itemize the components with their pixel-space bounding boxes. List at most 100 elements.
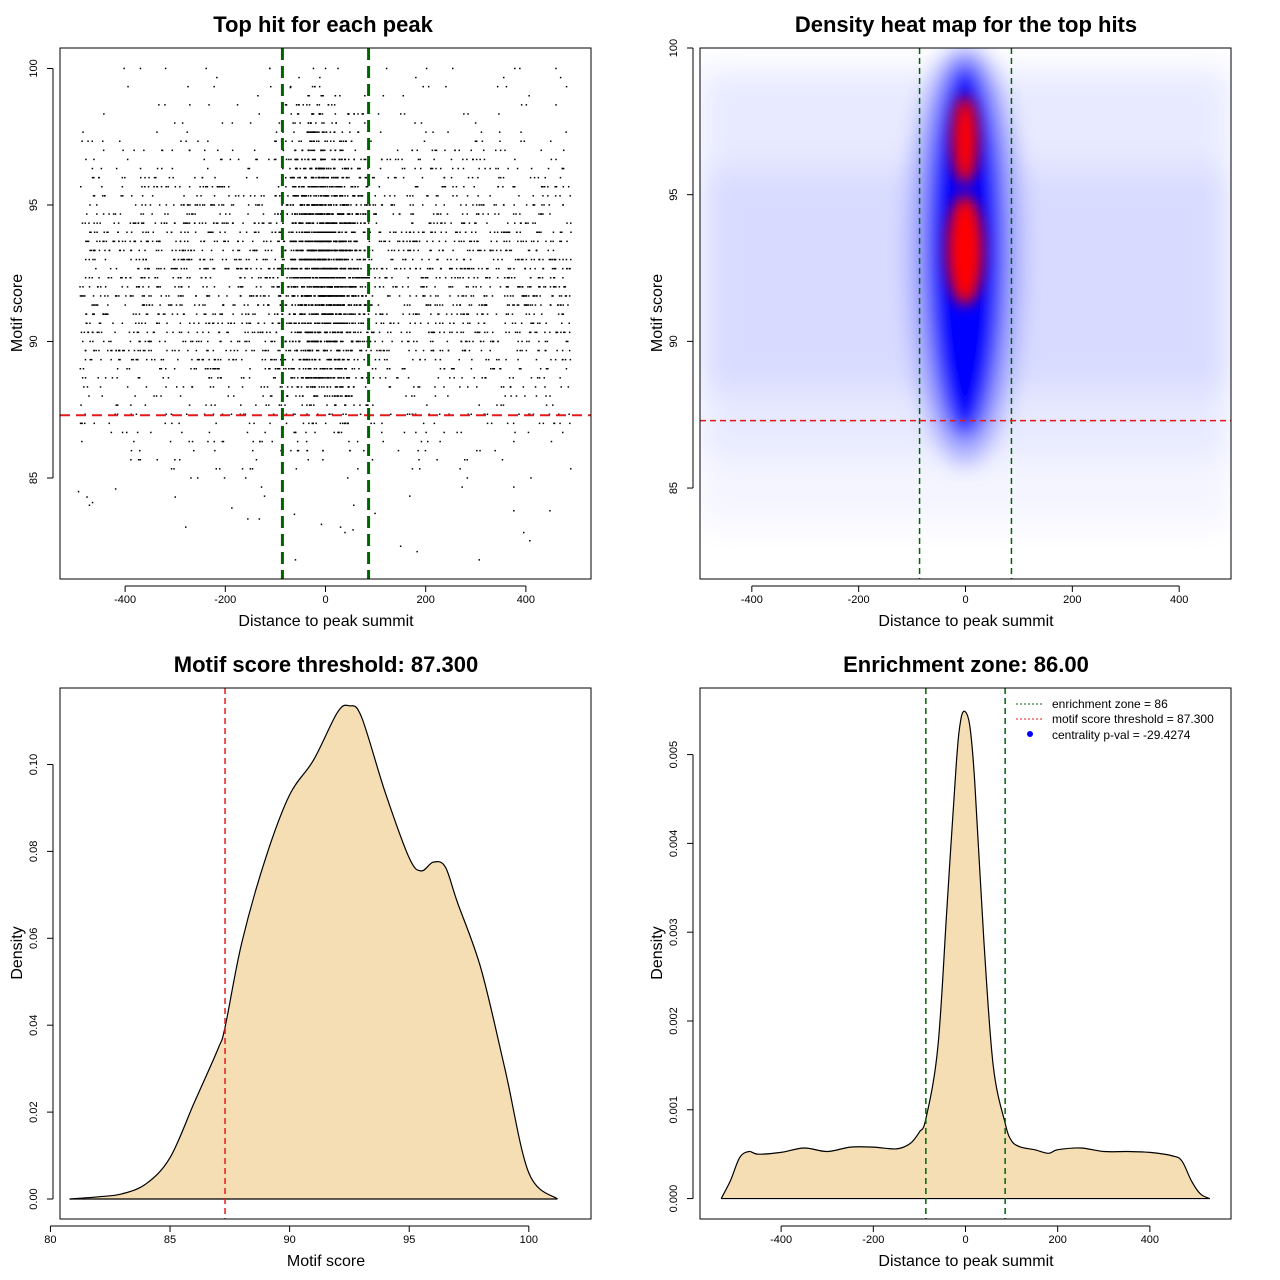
- scatter-point: [513, 510, 515, 512]
- scatter-point: [427, 85, 430, 88]
- scatter-point: [370, 349, 372, 352]
- scatter-point: [350, 186, 352, 188]
- scatter-point: [258, 518, 261, 520]
- scatter-point: [537, 322, 539, 324]
- scatter-point: [316, 213, 319, 215]
- scatter-point: [321, 267, 323, 270]
- scatter-point: [560, 386, 562, 388]
- scatter-point: [198, 304, 200, 306]
- scatter-point: [285, 176, 287, 179]
- scatter-point: [245, 313, 247, 315]
- scatter-point: [353, 113, 355, 115]
- scatter-point: [226, 331, 228, 334]
- scatter-point: [147, 231, 150, 233]
- scatter-point: [360, 277, 362, 279]
- scatter-point: [216, 240, 218, 243]
- scatter-point: [352, 386, 355, 388]
- scatter-point: [239, 231, 241, 233]
- scatter-point: [460, 340, 462, 343]
- scatter-point: [400, 113, 402, 115]
- scatter-point: [378, 231, 380, 233]
- scatter-point: [543, 286, 545, 288]
- scatter-point: [98, 176, 100, 179]
- scatter-point: [309, 377, 311, 379]
- scatter-point: [549, 277, 552, 279]
- scatter-point: [491, 295, 494, 297]
- scatter-point: [277, 267, 280, 270]
- scatter-point: [472, 295, 475, 297]
- scatter-point: [385, 67, 388, 70]
- scatter-point: [307, 368, 310, 370]
- scatter-point: [344, 395, 347, 397]
- scatter-point: [380, 267, 383, 270]
- scatter-point: [370, 267, 372, 270]
- scatter-point: [320, 204, 323, 206]
- scatter-point: [254, 313, 256, 315]
- scatter-point: [132, 222, 135, 224]
- scatter-point: [321, 386, 323, 388]
- scatter-point: [343, 313, 345, 315]
- scatter-point: [333, 331, 335, 334]
- scatter-point: [303, 277, 306, 279]
- scatter-point: [443, 431, 445, 434]
- scatter-point: [280, 404, 283, 406]
- scatter-point: [300, 386, 303, 388]
- scatter-point: [476, 140, 478, 142]
- scatter-point: [174, 286, 176, 288]
- scatter-point: [197, 140, 199, 142]
- scatter-point: [478, 204, 480, 206]
- scatter-point: [167, 186, 169, 188]
- scatter-point: [208, 358, 210, 361]
- scatter-point: [345, 395, 348, 397]
- scatter-point: [391, 204, 394, 206]
- scatter-point: [514, 186, 516, 188]
- scatter-point: [86, 386, 89, 388]
- scatter-point: [347, 349, 349, 352]
- scatter-point: [310, 240, 313, 243]
- scatter-point: [489, 231, 491, 233]
- scatter-point: [435, 167, 437, 170]
- scatter-point: [406, 195, 408, 197]
- scatter-point: [212, 322, 214, 324]
- scatter-point: [328, 295, 331, 297]
- scatter-point: [314, 322, 316, 324]
- scatter-point: [180, 295, 182, 297]
- scatter-point: [512, 295, 514, 297]
- scatter-point: [567, 386, 570, 388]
- scatter-point: [108, 340, 110, 343]
- scatter-point: [515, 231, 518, 233]
- scatter-point: [339, 204, 342, 206]
- scatter-point: [539, 277, 541, 279]
- scatter-point: [122, 349, 124, 352]
- scatter-point: [358, 304, 361, 306]
- scatter-point: [189, 277, 191, 279]
- scatter-point: [362, 231, 365, 233]
- scatter-point: [461, 349, 464, 352]
- scatter-point: [91, 140, 93, 142]
- scatter-point: [530, 240, 533, 243]
- scatter-point: [302, 222, 304, 224]
- scatter-point: [445, 231, 447, 233]
- scatter-point: [289, 340, 291, 343]
- scatter-point: [357, 213, 359, 215]
- scatter-point: [253, 349, 255, 352]
- scatter-point: [342, 176, 345, 179]
- scatter-point: [107, 231, 109, 233]
- scatter-point: [180, 204, 182, 206]
- scatter-point: [414, 122, 416, 124]
- scatter-point: [352, 195, 355, 197]
- scatter-point: [279, 386, 282, 388]
- scatter-y-tick-label: 90: [28, 335, 40, 347]
- scatter-point: [540, 186, 543, 188]
- scatter-point: [492, 368, 495, 370]
- heatmap-x-tick-label: 0: [962, 594, 968, 606]
- scatter-point: [503, 231, 505, 233]
- scatter-point: [276, 368, 279, 370]
- scatter-point: [313, 231, 315, 233]
- scatter-point: [435, 149, 438, 152]
- scatter-point: [275, 358, 277, 361]
- scatter-point: [161, 167, 163, 170]
- scatter-point: [273, 358, 275, 361]
- scatter-point: [319, 76, 321, 79]
- scatter-point: [240, 277, 242, 279]
